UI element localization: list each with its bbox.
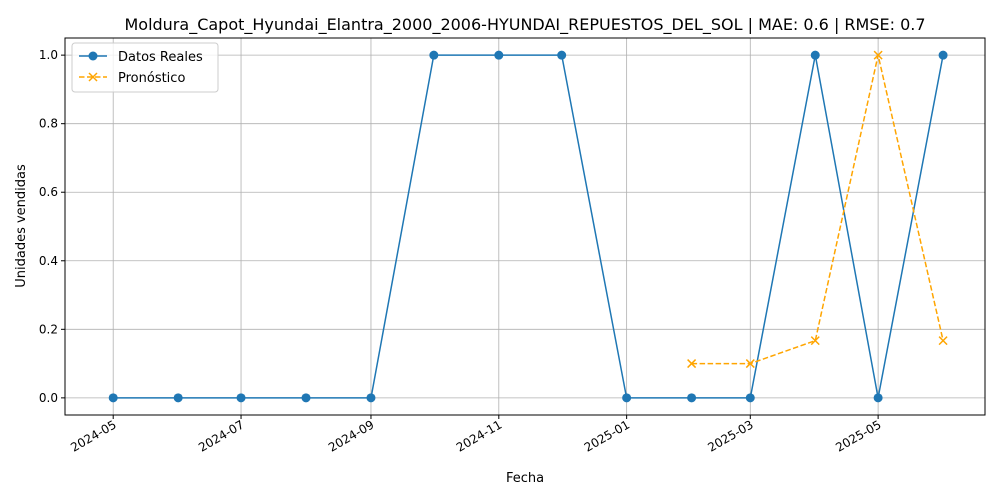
forecast-point [873, 50, 883, 60]
legend-label-datos-reales: Datos Reales [118, 50, 203, 65]
data-point [301, 393, 311, 403]
forecast-point [938, 336, 948, 346]
x-tick-label: 2024-09 [326, 417, 376, 454]
plot-frame [64, 37, 986, 416]
data-point [429, 50, 439, 60]
forecast-point [687, 359, 697, 369]
series-0 [108, 50, 948, 403]
legend: Datos Reales Pronóstico [71, 42, 219, 93]
x-tick-label: 2024-11 [454, 417, 504, 454]
chart-title: Moldura_Capot_Hyundai_Elantra_2000_2006-… [124, 15, 925, 35]
forecast-point [745, 359, 755, 369]
y-tick-label: 1.0 [39, 48, 58, 62]
x-tick-label: 2024-07 [196, 417, 246, 454]
x-axis: 2024-05 2024-07 2024-09 2024-11 2025-01 2025-… [68, 415, 884, 455]
y-tick-label: 0.8 [39, 117, 58, 131]
data-point [494, 50, 504, 60]
x-tick-label: 2025-01 [582, 417, 632, 454]
y-tick-label: 0.0 [39, 391, 58, 405]
legend-marker-datos-reales [88, 51, 98, 61]
data-point [557, 50, 567, 60]
y-tick-label: 0.4 [39, 254, 58, 268]
data-point [810, 50, 820, 60]
data-point [687, 393, 697, 403]
x-axis-label: Fecha [506, 471, 544, 486]
data-point [366, 393, 376, 403]
data-point [108, 393, 118, 403]
legend-entry-pronostico: Pronóstico [79, 71, 185, 86]
legend-marker-pronostico [88, 72, 98, 82]
legend-box [71, 42, 219, 93]
series-1 [687, 50, 948, 369]
legend-entry-datos-reales: Datos Reales [79, 50, 203, 65]
x-tick-label: 2025-05 [833, 417, 883, 454]
data-point [173, 393, 183, 403]
data-point [622, 393, 632, 403]
data-point [745, 393, 755, 403]
data-point [873, 393, 883, 403]
series-layer [108, 50, 948, 403]
legend-label-pronostico: Pronóstico [118, 71, 185, 86]
series-line-1 [691, 54, 944, 365]
y-tick-label: 0.6 [39, 185, 58, 199]
y-axis: 0.0 0.2 0.4 0.6 0.8 1.0 [39, 48, 65, 405]
forecast-point [810, 336, 820, 346]
x-tick-label: 2024-05 [68, 417, 118, 454]
y-tick-label: 0.2 [39, 322, 58, 336]
series-line-0 [113, 54, 944, 399]
data-point [938, 50, 948, 60]
data-point [236, 393, 246, 403]
y-axis-label: Unidades vendidas [14, 164, 29, 288]
x-tick-label: 2025-03 [705, 417, 755, 454]
